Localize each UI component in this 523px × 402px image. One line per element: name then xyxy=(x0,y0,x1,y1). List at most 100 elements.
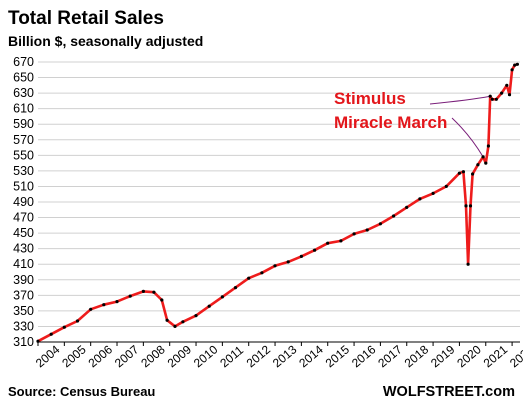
data-point-21 xyxy=(286,260,290,264)
data-point-51 xyxy=(513,63,517,67)
data-point-3 xyxy=(75,319,80,323)
x-tick-label: 2010 xyxy=(191,342,221,370)
y-tick-label: 570 xyxy=(13,133,34,147)
leader-line-stimulus xyxy=(429,95,491,105)
y-tick-label: 470 xyxy=(13,211,34,225)
x-tick-label: 2004 xyxy=(33,342,63,370)
x-tick-label: 2018 xyxy=(402,342,432,370)
data-point-6 xyxy=(115,300,119,304)
y-tick-label: 490 xyxy=(13,195,34,209)
y-tick-label: 510 xyxy=(13,179,34,193)
y-axis: 3103303503703904104304504704905105305505… xyxy=(13,55,520,349)
y-tick-label: 310 xyxy=(13,335,34,349)
data-point-26 xyxy=(352,232,356,236)
chart-subtitle: Billion $, seasonally adjusted xyxy=(8,33,203,49)
data-point-30 xyxy=(405,205,409,209)
annotation-miracle-march: Miracle March xyxy=(334,113,447,132)
data-point-43 xyxy=(486,144,490,148)
data-point-46 xyxy=(494,97,498,101)
data-point-23 xyxy=(313,248,317,252)
x-tick-label: 2015 xyxy=(323,342,353,370)
y-tick-label: 430 xyxy=(13,242,34,256)
data-point-12 xyxy=(173,324,177,328)
x-tick-label: 2020 xyxy=(454,342,484,370)
data-point-5 xyxy=(102,303,106,307)
data-point-48 xyxy=(505,83,509,87)
data-point-11 xyxy=(165,318,169,322)
data-point-16 xyxy=(220,295,224,299)
source-label: Source: Census Bureau xyxy=(8,384,155,399)
data-point-22 xyxy=(299,254,303,258)
data-point-35 xyxy=(461,170,465,174)
data-point-9 xyxy=(152,290,156,294)
y-tick-label: 370 xyxy=(13,288,34,302)
y-tick-label: 390 xyxy=(13,273,34,287)
data-point-27 xyxy=(365,228,369,232)
data-point-14 xyxy=(194,314,198,318)
grid-layer xyxy=(38,61,520,343)
x-tick-label: 2011 xyxy=(217,343,246,371)
y-tick-label: 350 xyxy=(13,304,34,318)
data-point-36 xyxy=(464,204,468,208)
annotation-stimulus: Stimulus xyxy=(334,89,406,108)
data-point-34 xyxy=(457,171,461,175)
leader-line-miracle-march xyxy=(451,117,484,158)
data-point-32 xyxy=(431,191,435,195)
data-point-28 xyxy=(378,222,382,226)
x-tick-label: 2005 xyxy=(59,342,89,370)
y-tick-label: 610 xyxy=(13,102,34,116)
data-point-8 xyxy=(141,289,145,293)
y-tick-label: 410 xyxy=(13,257,34,271)
data-point-20 xyxy=(273,264,277,268)
y-tick-label: 630 xyxy=(13,86,34,100)
x-tick-label: 2014 xyxy=(296,342,326,370)
data-point-0 xyxy=(36,339,40,343)
data-point-41 xyxy=(481,155,485,159)
data-point-31 xyxy=(418,197,422,201)
data-point-49 xyxy=(507,93,512,97)
y-tick-label: 550 xyxy=(13,148,34,162)
data-point-25 xyxy=(339,239,343,243)
data-point-45 xyxy=(490,97,494,101)
data-point-39 xyxy=(471,172,475,176)
x-tick-label: 2012 xyxy=(244,342,274,370)
x-axis: 2004200520062007200820092010201120122013… xyxy=(33,342,523,370)
y-tick-label: 450 xyxy=(13,226,34,240)
chart-title: Total Retail Sales xyxy=(8,8,164,29)
data-point-37 xyxy=(466,262,470,266)
data-point-18 xyxy=(247,276,251,280)
data-point-2 xyxy=(62,325,66,329)
data-point-42 xyxy=(484,161,488,165)
data-point-13 xyxy=(181,320,185,324)
data-point-10 xyxy=(160,298,164,302)
data-point-38 xyxy=(468,204,473,208)
data-point-29 xyxy=(392,214,396,218)
series-line xyxy=(37,63,518,343)
x-tick-label: 2016 xyxy=(349,342,379,370)
x-tick-label: 2013 xyxy=(270,342,300,370)
data-point-15 xyxy=(207,304,211,308)
data-point-47 xyxy=(500,91,504,95)
x-tick-label: 2009 xyxy=(165,342,195,370)
data-point-52 xyxy=(515,62,520,66)
x-tick-label: 2007 xyxy=(112,342,142,370)
y-tick-label: 670 xyxy=(13,55,34,69)
data-point-40 xyxy=(476,163,480,167)
data-point-50 xyxy=(510,68,514,72)
x-tick-label: 2006 xyxy=(86,342,116,370)
x-tick-label: 2008 xyxy=(138,342,168,370)
data-point-19 xyxy=(260,271,264,275)
data-point-1 xyxy=(49,332,53,336)
annotation-leaders xyxy=(429,95,491,158)
x-tick-label: 2022 xyxy=(507,342,523,370)
x-tick-label: 2019 xyxy=(428,342,458,370)
data-point-4 xyxy=(89,307,93,311)
y-tick-label: 590 xyxy=(13,117,34,131)
series-layer xyxy=(36,62,520,343)
data-point-33 xyxy=(444,184,448,188)
y-tick-label: 650 xyxy=(13,71,34,85)
x-tick-label: 2021 xyxy=(481,342,511,370)
data-point-44 xyxy=(488,94,492,98)
x-tick-label: 2017 xyxy=(375,342,405,370)
